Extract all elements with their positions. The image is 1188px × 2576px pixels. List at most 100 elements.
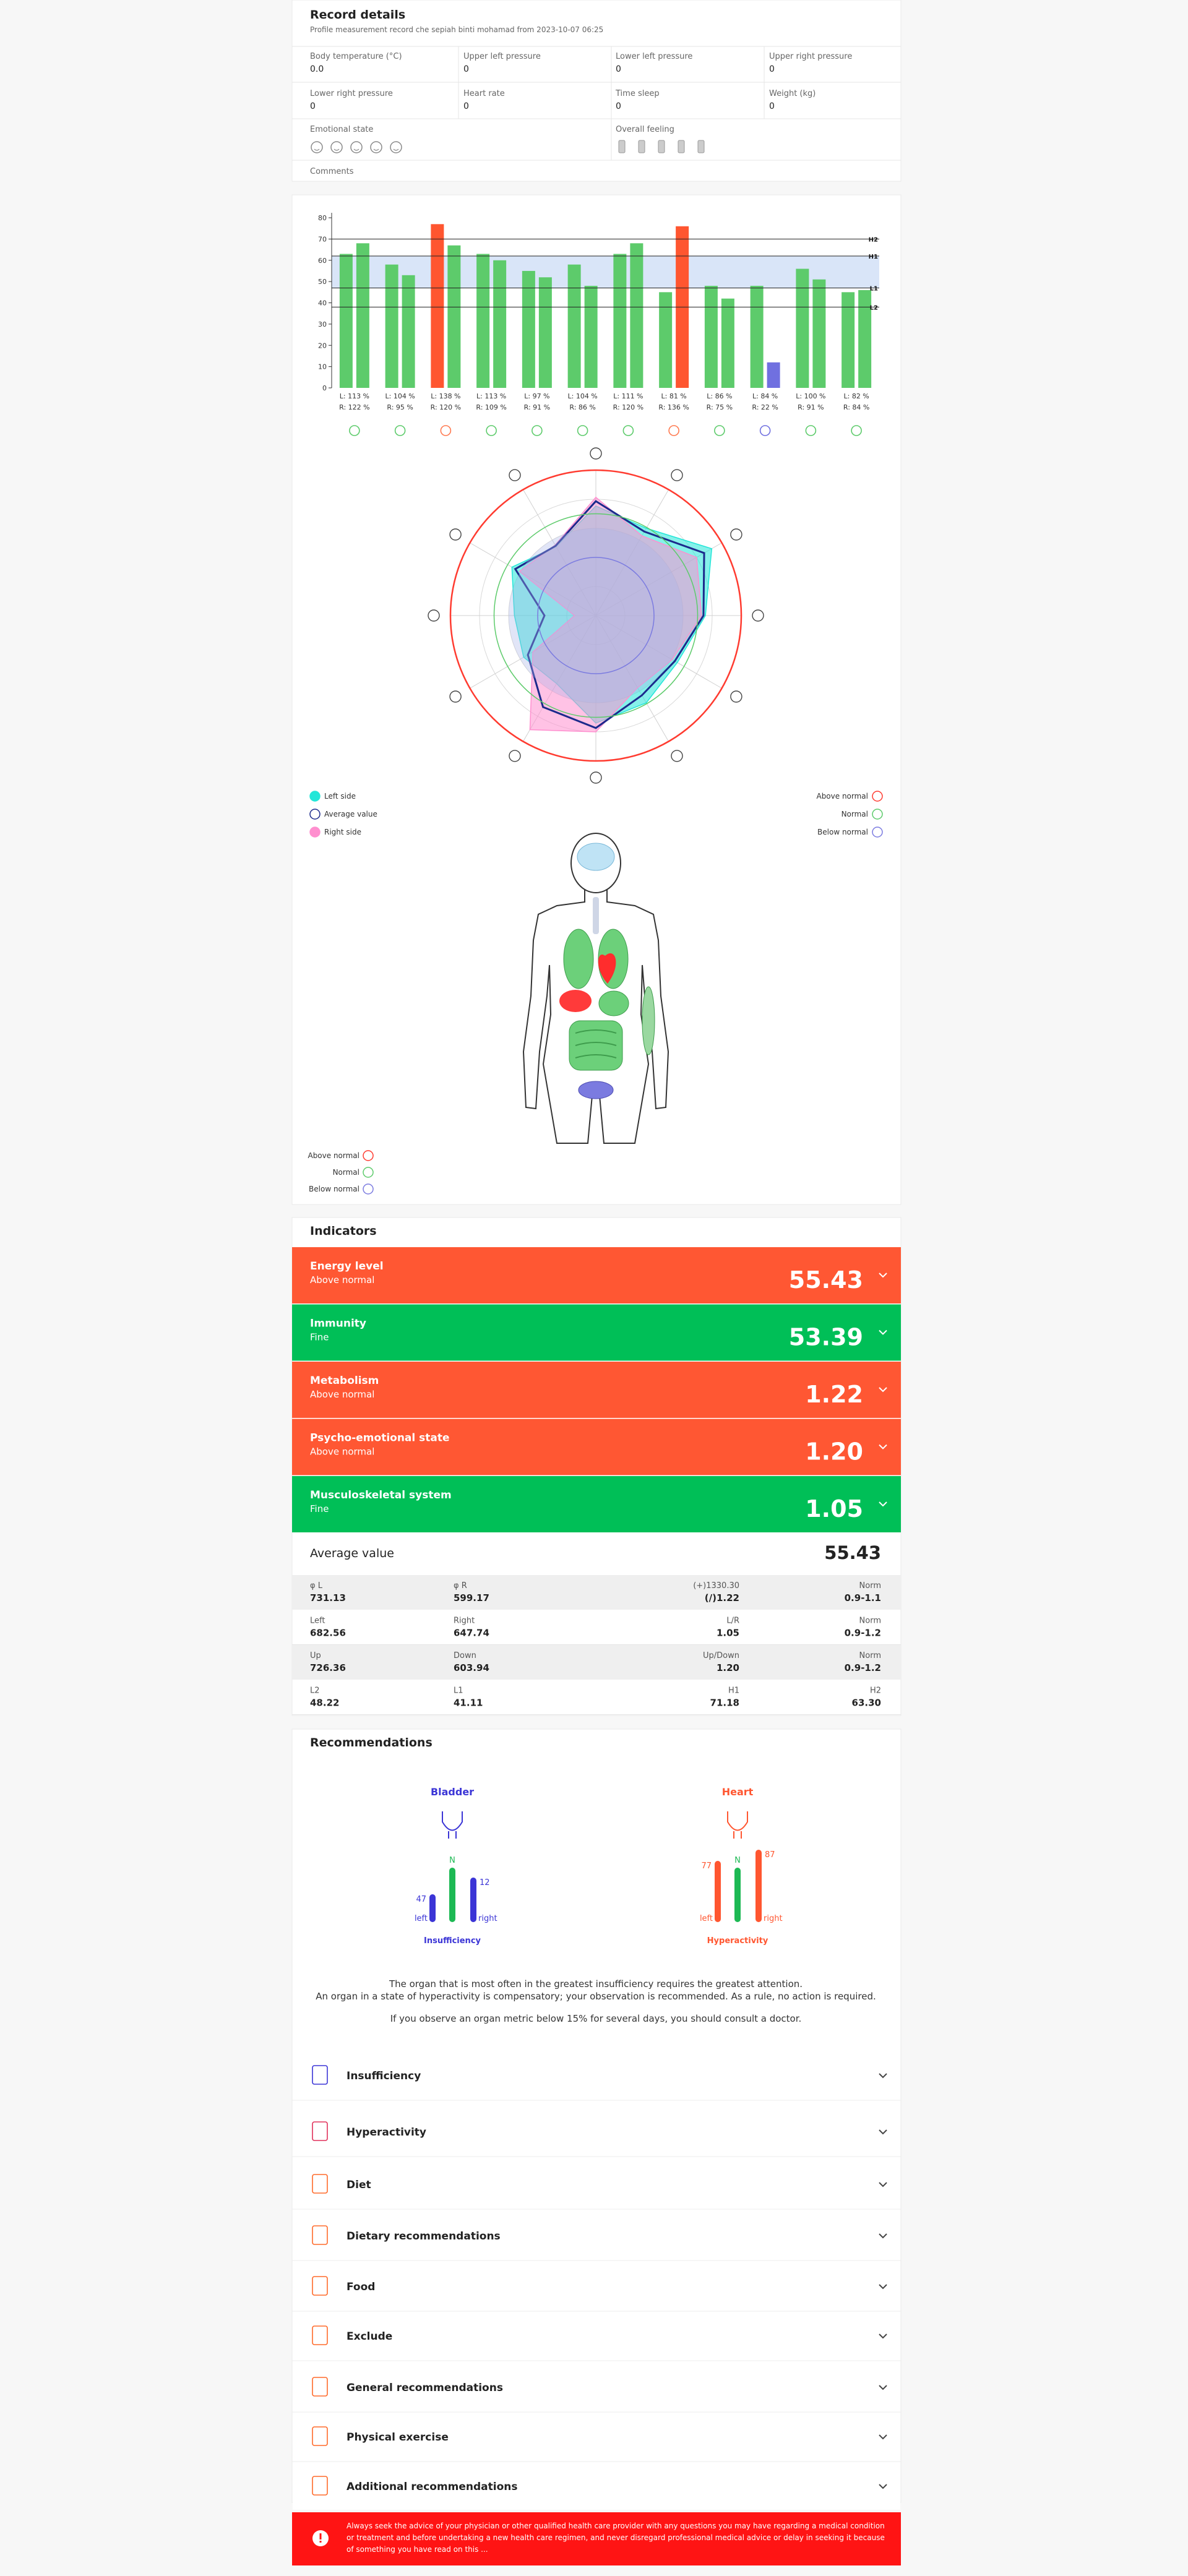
- organ-value: 12: [480, 1878, 490, 1887]
- emotion-icon[interactable]: [370, 141, 382, 153]
- organ-icon: [622, 425, 634, 436]
- accordion-row[interactable]: [293, 2052, 900, 2099]
- bar-label: L: 100 %: [796, 392, 825, 400]
- indicator-row[interactable]: [292, 1419, 901, 1475]
- subtitle: Profile measurement record che sepiah bi…: [310, 25, 603, 34]
- legend-label: Average value: [324, 810, 377, 818]
- emotion-icon[interactable]: [350, 141, 363, 153]
- table-label: Down: [454, 1651, 476, 1660]
- table-label: L2: [310, 1686, 320, 1696]
- table-value: 0.9-1.2: [845, 1628, 881, 1639]
- table-value: 48.22: [310, 1698, 339, 1709]
- organ-state: Hyperactivity: [707, 1936, 768, 1946]
- accordion-icon: [312, 2377, 328, 2397]
- bar: [584, 286, 598, 388]
- table-value: 599.17: [454, 1592, 489, 1604]
- bar-label: R: 86 %: [569, 403, 595, 411]
- indicator-row[interactable]: [292, 1476, 901, 1532]
- y-tick-label: 60: [318, 257, 327, 265]
- chevron: [879, 1444, 887, 1449]
- y-tick-label: 10: [318, 363, 327, 371]
- field-value: 0: [463, 64, 469, 74]
- accordion-title: Additional recommendations: [346, 2481, 518, 2493]
- card-title: Recommendations: [310, 1736, 433, 1750]
- emotion-icon[interactable]: [311, 141, 323, 153]
- table-value: 731.13: [310, 1592, 346, 1604]
- field-label: Heart rate: [463, 89, 505, 98]
- radar-axis-icon: [428, 609, 440, 622]
- organ-icon: [442, 1811, 463, 1839]
- indicator-name: Psycho-emotional state: [310, 1432, 450, 1445]
- bar: [613, 254, 627, 388]
- organ-icon: [394, 425, 406, 436]
- indicator-status: Above normal: [310, 1274, 374, 1286]
- accordion-row[interactable]: [293, 2413, 900, 2460]
- bar-label: L: 138 %: [431, 392, 460, 400]
- accordion-row[interactable]: [293, 2364, 900, 2411]
- table-label: H2: [870, 1686, 881, 1696]
- indicator-value: 1.05: [805, 1495, 863, 1522]
- legend-label: Above normal: [816, 792, 868, 801]
- threshold-ring: [493, 513, 699, 718]
- bar: [630, 243, 644, 388]
- organ-value: 47: [416, 1895, 426, 1904]
- organ-icon: [805, 425, 817, 436]
- legend-label: Right side: [324, 828, 361, 836]
- feeling-icon[interactable]: [697, 140, 705, 153]
- accordion-row[interactable]: [293, 2161, 900, 2208]
- accordion-title: Insufficiency: [346, 2070, 421, 2082]
- heart-organ: [598, 953, 616, 984]
- organ-bar: [715, 1861, 721, 1922]
- table-value: 41.11: [454, 1698, 483, 1709]
- indicator-name: Immunity: [310, 1318, 366, 1330]
- table-value: 0.9-1.1: [845, 1592, 881, 1604]
- emotion-icon[interactable]: [390, 141, 402, 153]
- note: An organ in a state of hyperactivity is …: [316, 1991, 876, 2002]
- feeling-icon[interactable]: [678, 140, 685, 153]
- organ-bar: [470, 1878, 476, 1922]
- radar-axis-icon: [509, 750, 521, 762]
- field-label: Body temperature (°C): [310, 52, 402, 61]
- accordion-title: Food: [346, 2281, 375, 2293]
- table-label: H1: [728, 1686, 739, 1696]
- bar: [356, 243, 369, 388]
- chevron: [879, 1501, 887, 1507]
- legend-label: Below normal: [309, 1185, 359, 1193]
- field-value: 0: [463, 101, 469, 111]
- feeling-icon[interactable]: [658, 140, 665, 153]
- feeling-icon[interactable]: [618, 140, 626, 153]
- accordion-row[interactable]: [293, 2212, 900, 2259]
- accordion-row[interactable]: [293, 2312, 900, 2359]
- emotion-icon[interactable]: [330, 141, 343, 153]
- organ-side: right: [764, 1914, 783, 1923]
- bar: [538, 277, 552, 388]
- legend-label: Normal: [842, 810, 868, 818]
- indicator-status: Fine: [310, 1332, 329, 1343]
- organ-norm: N: [734, 1856, 741, 1865]
- organ-icon: [851, 425, 862, 436]
- field-value: 0: [769, 64, 775, 74]
- liver: [559, 990, 592, 1012]
- table-label: L1: [454, 1686, 463, 1696]
- field-value: 0: [769, 101, 775, 111]
- chevron: [879, 2333, 887, 2339]
- accordion-row[interactable]: [293, 2463, 900, 2510]
- bar: [522, 270, 535, 388]
- field-value: 0.0: [310, 64, 324, 74]
- average-label: Average value: [310, 1547, 394, 1560]
- chevron: [879, 2385, 887, 2390]
- bar-label: L: 82 %: [843, 392, 869, 400]
- field-label: Upper right pressure: [769, 52, 852, 61]
- indicator-status: Above normal: [310, 1389, 374, 1400]
- bar: [385, 264, 398, 388]
- accordion-row[interactable]: [293, 2108, 900, 2155]
- indicator-row[interactable]: [292, 1362, 901, 1418]
- table-value: 647.74: [454, 1628, 489, 1639]
- indicator-row[interactable]: [292, 1304, 901, 1361]
- accordion-row[interactable]: [293, 2263, 900, 2310]
- feeling-icon[interactable]: [638, 140, 645, 153]
- alert-mark: [319, 2533, 322, 2540]
- bar-label: L: 104 %: [567, 392, 597, 400]
- indicator-row[interactable]: [292, 1247, 901, 1303]
- field-label: Lower left pressure: [616, 52, 692, 61]
